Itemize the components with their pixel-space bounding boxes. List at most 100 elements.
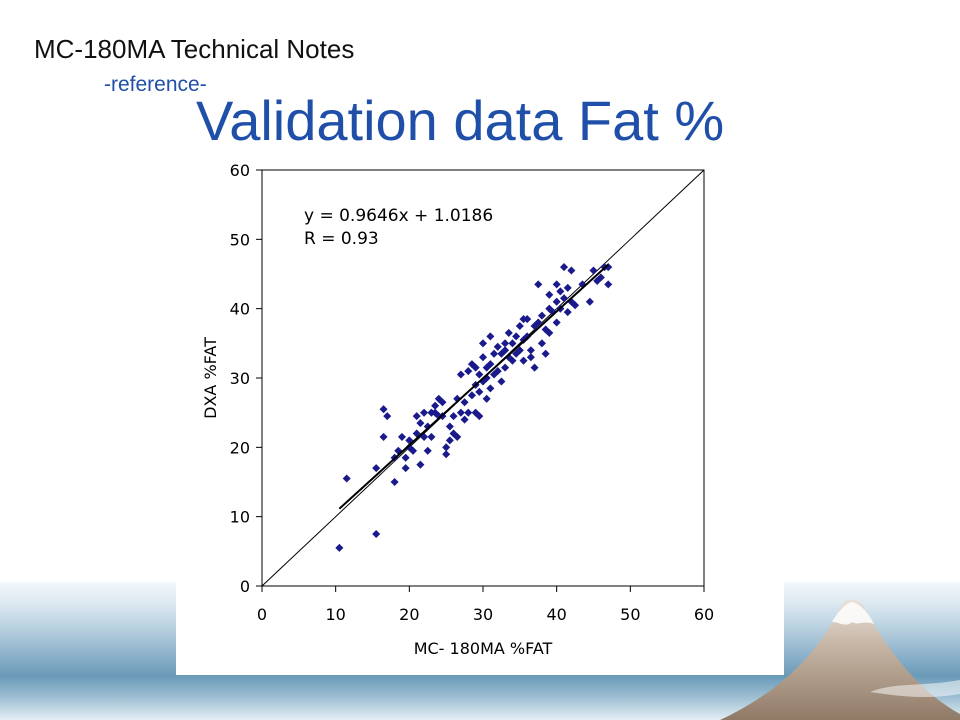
data-point [515, 346, 524, 355]
data-point [589, 266, 598, 275]
data-point [401, 453, 410, 462]
x-tick-label: 40 [546, 605, 566, 624]
data-point [497, 377, 506, 386]
data-point [490, 349, 499, 358]
data-point [420, 408, 429, 417]
data-point [604, 280, 613, 289]
mountain-graphic [720, 599, 960, 720]
data-point [523, 315, 532, 324]
data-point [552, 297, 561, 306]
x-axis-ticks: 0 10 20 30 40 50 60 [257, 586, 714, 624]
y-axis-ticks: 0 10 20 30 40 50 60 [230, 164, 262, 596]
data-point [526, 346, 535, 355]
data-point [545, 290, 554, 299]
data-point [467, 391, 476, 400]
deck-title: MC-180MA Technical Notes [34, 34, 355, 64]
x-tick-label: 50 [620, 605, 640, 624]
data-point [493, 367, 502, 376]
data-point [563, 308, 572, 317]
data-point [342, 474, 351, 483]
x-tick-label: 0 [257, 605, 267, 624]
data-point [534, 318, 543, 327]
data-point [515, 321, 524, 331]
data-point [335, 543, 344, 552]
data-point [512, 332, 521, 341]
data-point [508, 356, 517, 365]
data-point [445, 422, 454, 431]
y-tick-label: 20 [230, 438, 250, 457]
y-tick-label: 40 [230, 300, 250, 319]
data-point [412, 429, 421, 438]
data-point [445, 436, 454, 445]
plot-area-frame [261, 169, 705, 587]
x-tick-label: 20 [399, 605, 419, 624]
data-point [379, 432, 388, 441]
chart-panel: 0 10 20 30 40 50 60 0 10 20 30 40 50 60 y = 0.9646x … [176, 164, 784, 675]
correlation-coefficient: R = 0.93 [304, 229, 379, 249]
y-tick-label: 50 [230, 230, 250, 249]
data-point [372, 464, 381, 473]
data-point [449, 412, 458, 421]
data-point [545, 328, 554, 337]
y-tick-label: 30 [230, 369, 250, 388]
y-tick-label: 0 [240, 577, 250, 596]
data-points [335, 263, 613, 552]
y-tick-label: 10 [230, 508, 250, 527]
data-point [478, 353, 488, 362]
data-point [442, 450, 451, 459]
scatter-chart: 0 10 20 30 40 50 60 0 10 20 30 40 50 60 y = 0.9646x … [201, 164, 714, 658]
data-point [486, 332, 495, 341]
data-point [475, 370, 484, 379]
x-tick-label: 10 [325, 605, 345, 624]
x-axis-label: MC- 180MA %FAT [414, 639, 553, 658]
data-point [585, 297, 594, 306]
data-point [442, 443, 451, 452]
data-point [475, 412, 484, 421]
data-point [464, 408, 473, 417]
data-point [453, 432, 462, 441]
data-point [486, 360, 495, 369]
data-point [460, 415, 469, 424]
data-point [519, 356, 528, 365]
data-point [420, 432, 429, 441]
data-point [423, 446, 432, 455]
slide-title: Validation data Fat % [196, 89, 725, 152]
deck-subtitle: -reference- [104, 73, 207, 96]
data-point [508, 339, 517, 348]
data-point [563, 283, 572, 292]
data-point [397, 432, 406, 441]
data-point [471, 363, 480, 372]
data-point [427, 432, 436, 441]
data-point [438, 398, 447, 407]
data-point [501, 346, 510, 355]
data-point [537, 311, 546, 320]
y-tick-label: 60 [230, 164, 250, 180]
data-point [478, 339, 488, 348]
data-point [412, 412, 421, 421]
data-point [571, 301, 580, 310]
x-tick-label: 30 [473, 605, 493, 624]
data-point [482, 394, 491, 403]
data-point [456, 370, 465, 379]
data-point [401, 464, 410, 473]
data-point [460, 398, 469, 407]
data-point [493, 342, 502, 351]
data-point [456, 408, 465, 417]
data-point [464, 367, 473, 376]
trendline [338, 263, 609, 510]
data-point [383, 412, 392, 421]
data-point [537, 339, 546, 348]
data-point [431, 401, 440, 410]
data-point [534, 280, 543, 289]
data-point [552, 280, 561, 289]
data-point [379, 405, 388, 414]
data-point [552, 318, 561, 327]
data-point [390, 477, 399, 487]
data-point [416, 460, 425, 469]
data-point [504, 328, 513, 337]
data-point [501, 363, 510, 372]
data-point [486, 384, 495, 393]
data-point [530, 363, 539, 372]
data-point [372, 529, 381, 539]
data-point [408, 446, 418, 455]
